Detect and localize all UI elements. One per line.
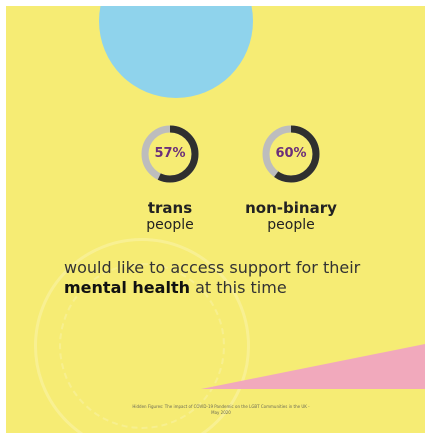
headline: would like to access support for their m…	[64, 258, 384, 298]
percent-label: 60%	[275, 146, 307, 161]
watermark-seal-icon	[34, 238, 250, 433]
stat-subtitle: people	[267, 217, 315, 233]
stat-title: non-binary	[245, 199, 337, 217]
headline-post: at this time	[189, 278, 287, 297]
pink-wedge-decoration	[201, 344, 425, 389]
stat-trans: 57% trans people	[90, 114, 250, 234]
infographic-card: 57% trans people 60% non-binary people w…	[6, 6, 425, 433]
percent-label: 57%	[154, 146, 186, 161]
donut-chart-non-binary: 60%	[251, 114, 331, 194]
stat-non-binary: 60% non-binary people	[211, 114, 371, 234]
headline-emphasis: mental health	[64, 278, 190, 297]
headline-pre: would like to access support for their	[64, 258, 361, 277]
ring-fill	[262, 125, 320, 183]
stat-title: trans	[147, 199, 193, 217]
stat-subtitle: people	[146, 217, 194, 233]
donut-chart-trans: 57%	[130, 114, 210, 194]
source-note: Hidden Figures: The impact of COVID-19 P…	[132, 404, 310, 415]
ring-fill	[141, 125, 199, 183]
